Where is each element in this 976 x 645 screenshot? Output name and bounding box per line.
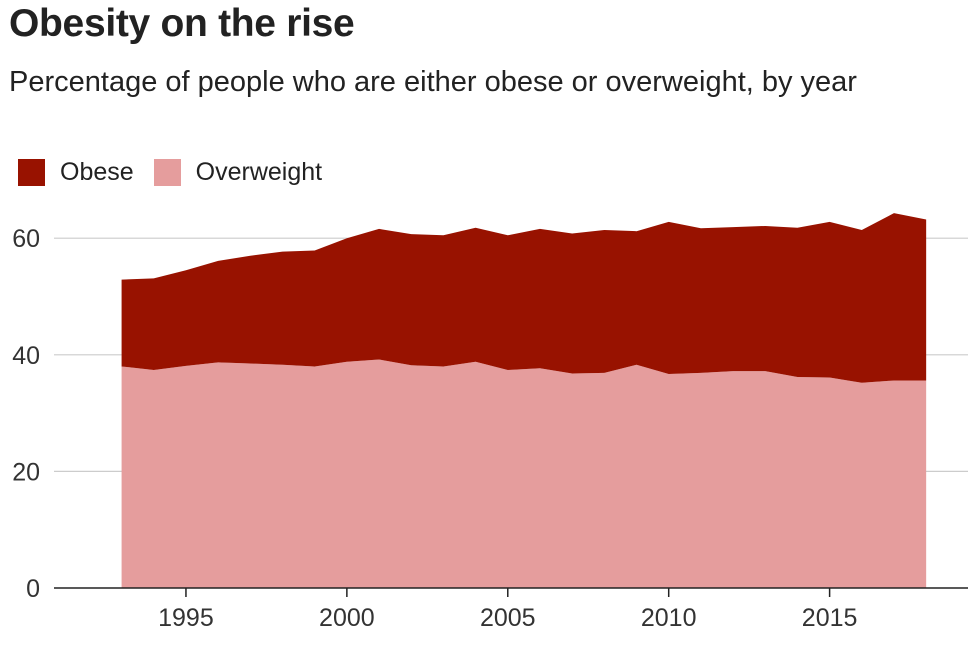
legend: Obese Overweight [18,158,342,187]
legend-label-overweight: Overweight [195,158,323,186]
y-tick-label-60: 60 [12,225,40,253]
y-tick-label-20: 20 [12,458,40,486]
legend-swatch-obese [18,159,45,186]
y-tick-label-40: 40 [12,342,40,370]
y-tick-label-0: 0 [26,575,40,603]
x-tick-label-2015: 2015 [802,604,858,632]
area-overweight [121,359,927,588]
legend-label-obese: Obese [60,158,134,186]
area-obese [121,213,927,383]
x-tick-label-2005: 2005 [480,604,536,632]
x-tick-label-2000: 2000 [319,604,375,632]
chart-title: Obesity on the rise [9,2,355,45]
legend-item-overweight: Overweight [153,158,323,187]
chart-subtitle: Percentage of people who are either obes… [9,66,857,98]
x-tick-label-1995: 1995 [158,604,214,632]
legend-item-obese: Obese [18,158,134,187]
x-tick-label-2010: 2010 [641,604,697,632]
legend-swatch-overweight [153,159,181,186]
